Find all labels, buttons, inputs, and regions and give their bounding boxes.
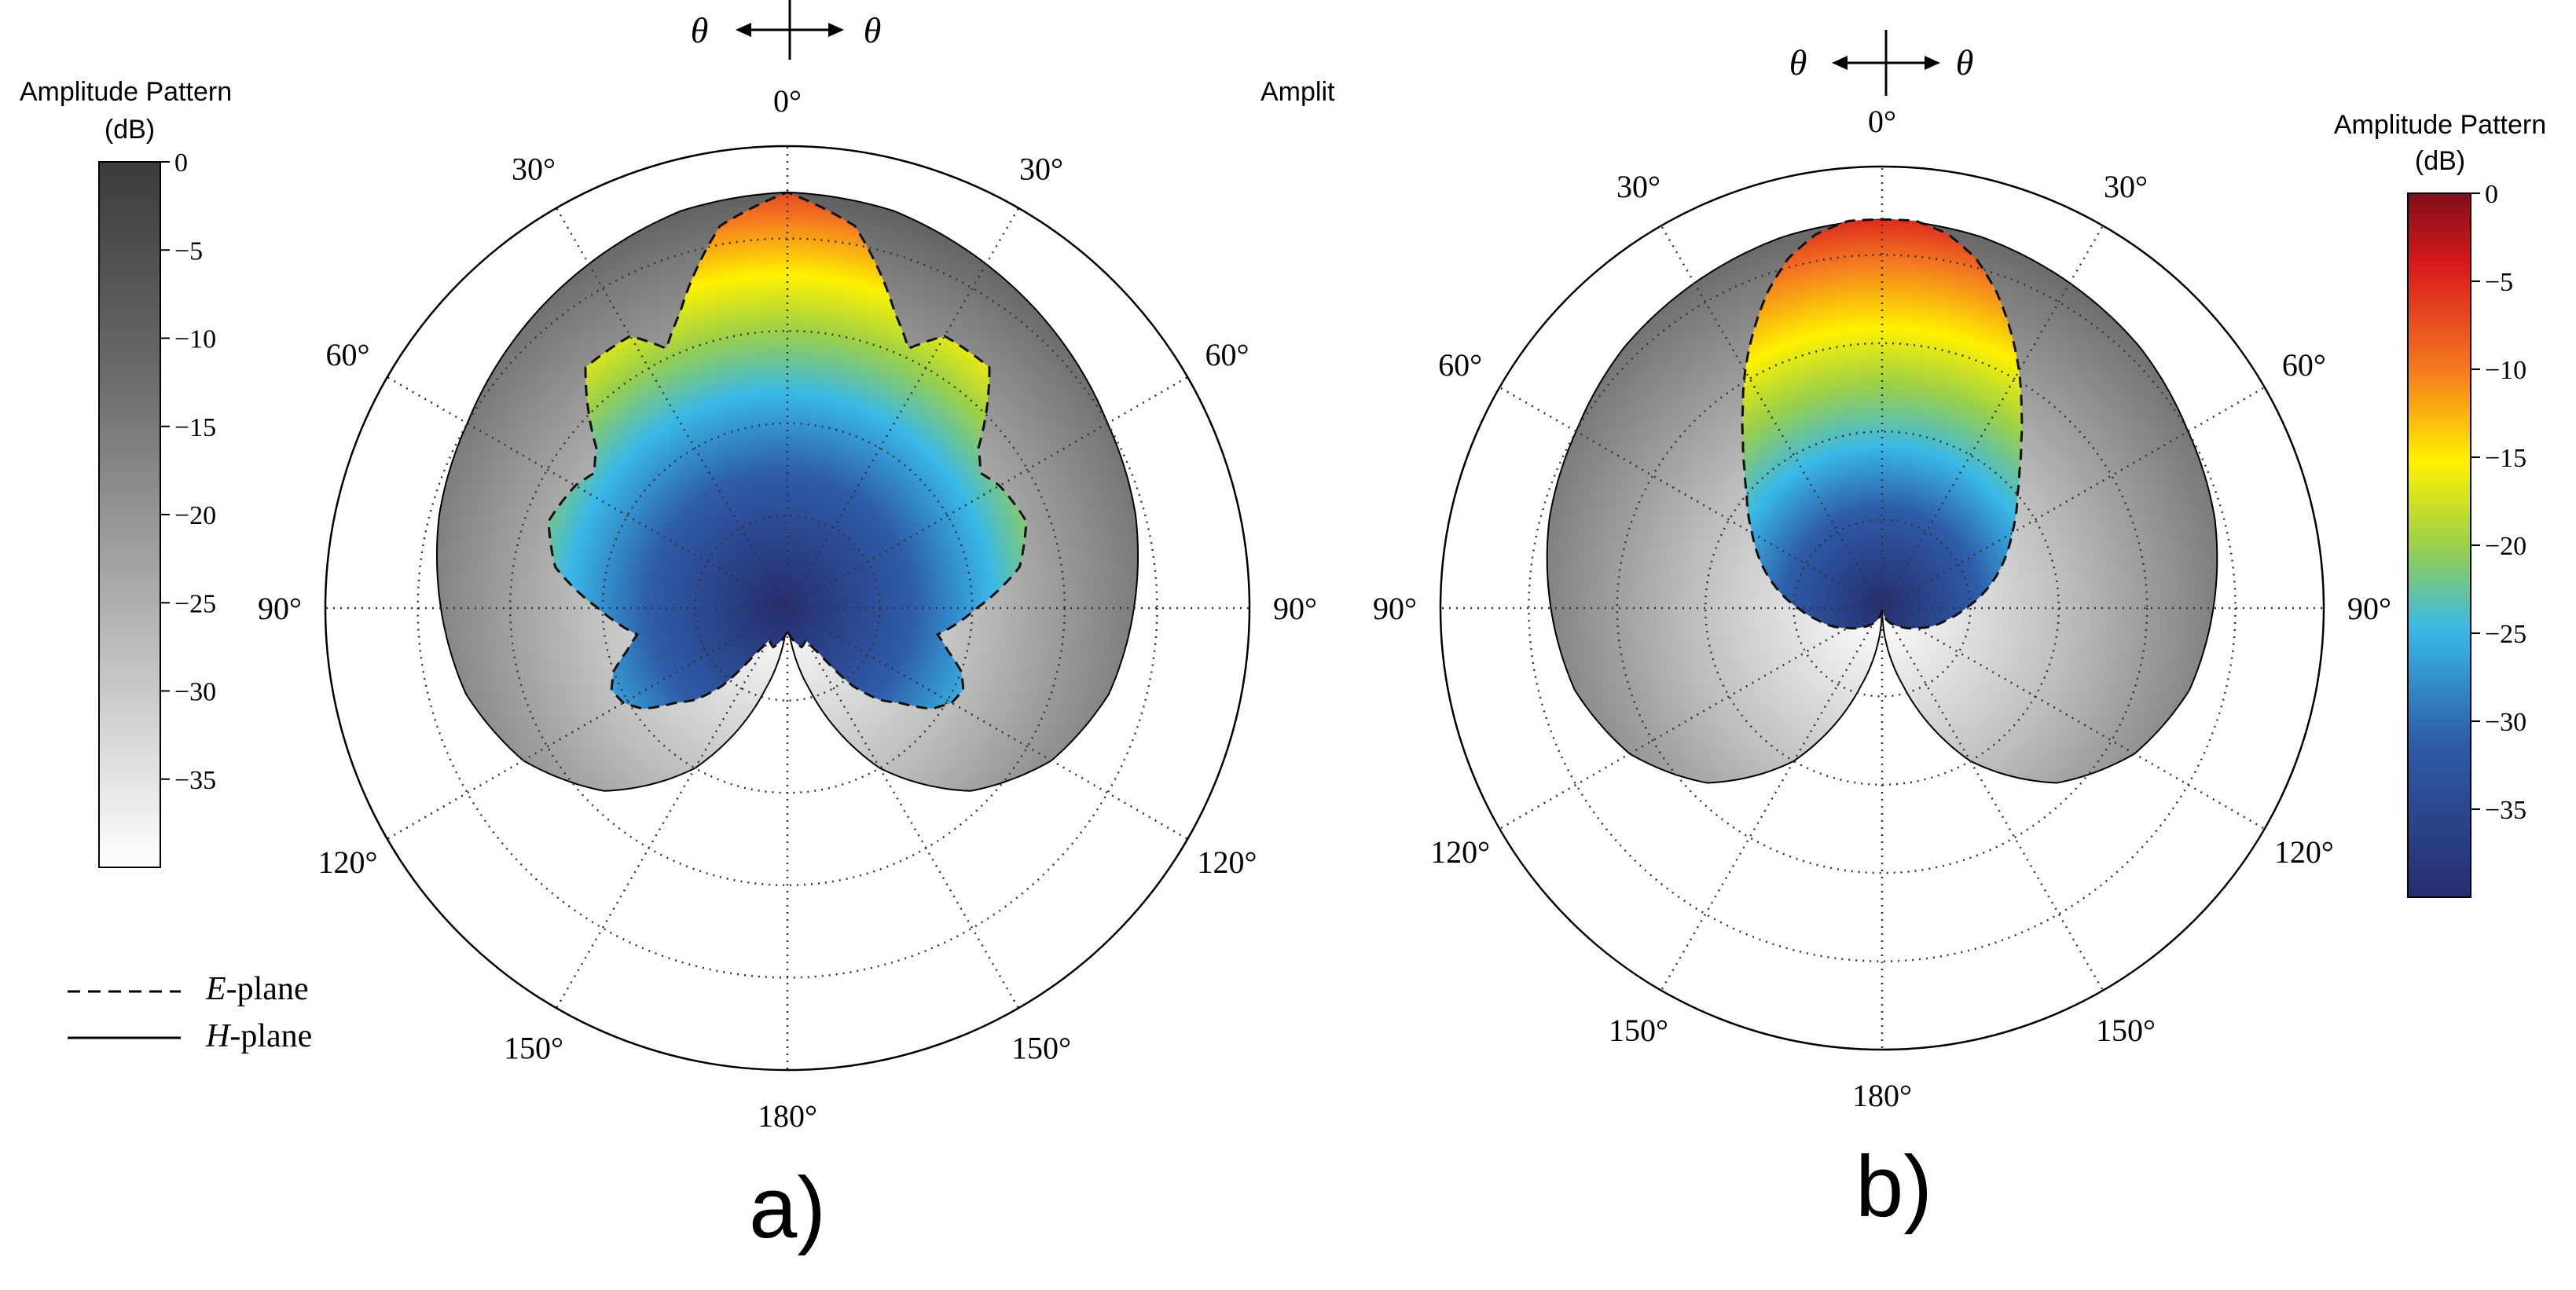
colorbar-a-title: Amplitude Pattern xyxy=(20,77,232,107)
polar-grid-circle xyxy=(416,237,1158,979)
angle-label: 0° xyxy=(773,83,802,119)
colorbar-tick-label: −10 xyxy=(174,325,216,354)
polar-plot-a: 0° 30° 60° 90° 120° 150° 180° 150° 120° 90° 60° 30° xyxy=(258,83,1317,1134)
clipped-colorbar-label: Amplit xyxy=(1260,77,1335,107)
colorbar-tick-label: −15 xyxy=(2485,444,2526,473)
colorbar-a xyxy=(98,161,161,868)
angle-label: 150° xyxy=(504,1030,563,1065)
polar-outer-circle xyxy=(1439,165,2325,1051)
polar-outer-circle xyxy=(324,145,1251,1072)
angle-label: 30° xyxy=(1616,169,1660,204)
angle-label: 60° xyxy=(2282,347,2326,383)
theta-a-left: θ xyxy=(691,10,709,50)
legend-h-plane-label: H-plane xyxy=(205,1018,312,1054)
angle-label: 120° xyxy=(2274,834,2334,870)
polar-grid-spoke xyxy=(1660,225,1884,609)
angle-label: 60° xyxy=(326,337,370,372)
panel-a: Amplitude Pattern (dB) 0 −5 −10 −15 −20 −25 −3… xyxy=(20,0,1335,1256)
angle-label: 90° xyxy=(258,591,302,626)
angle-label: 90° xyxy=(1373,591,1417,626)
angle-label: 0° xyxy=(1868,104,1896,139)
angle-label: 90° xyxy=(1273,591,1317,626)
angle-label: 30° xyxy=(1019,152,1063,187)
angle-label: 60° xyxy=(1438,347,1482,383)
angle-label: 30° xyxy=(512,152,556,187)
polar-grid-circle xyxy=(1793,519,1972,698)
angle-label: 180° xyxy=(1852,1078,1912,1113)
panel-label-a: a) xyxy=(749,1160,826,1256)
angle-label: 120° xyxy=(318,845,378,880)
theta-a-right: θ xyxy=(864,10,882,50)
colorbar-tick-label: −35 xyxy=(174,766,216,795)
colorbar-a-unit: (dB) xyxy=(105,115,155,145)
legend: E-plane H-plane xyxy=(68,971,312,1054)
colorbar-tick-label: −30 xyxy=(174,678,216,707)
theta-indicator-b: θ θ xyxy=(1789,30,1974,96)
colorbar-tick-label: −20 xyxy=(2485,532,2526,561)
polar-plot-b: 0° 30° 60° 90° 120° 150° 180° 150° 120° 90° 60° 30° xyxy=(1373,104,2391,1113)
colorbar-a-ticks: 0 −5 −10 −15 −20 −25 −30 −35 xyxy=(160,148,216,795)
panel-b: θ θ 0° 30° 60° 90° 120° 150° 180° 150° 120° 90° 60… xyxy=(1373,30,2546,1235)
colorbar-tick-label: −25 xyxy=(174,589,216,618)
legend-e-plane-label: E-plane xyxy=(205,971,309,1007)
e-plane-pattern xyxy=(547,191,1028,710)
colorbar-tick-label: −30 xyxy=(2485,708,2526,737)
polar-grid-circle xyxy=(1528,254,2237,962)
polar-grid-spoke xyxy=(1660,607,1884,991)
polar-grid-spoke xyxy=(1881,225,2104,609)
polar-grid-spoke xyxy=(1881,607,2104,991)
polar-grid-spoke xyxy=(1881,607,2266,830)
colorbar-tick-label: 0 xyxy=(174,148,188,178)
colorbar-tick-label: −10 xyxy=(2485,356,2526,385)
polar-grid-spoke xyxy=(1499,607,1883,830)
polar-grid-circle xyxy=(1704,430,2060,786)
colorbar-b xyxy=(2407,192,2471,898)
angle-label: 150° xyxy=(1011,1030,1071,1065)
colorbar-tick-label: −35 xyxy=(2485,796,2526,825)
angle-label: 150° xyxy=(1609,1013,1668,1048)
colorbar-tick-label: −5 xyxy=(2485,268,2513,297)
angle-label: 90° xyxy=(2347,591,2391,626)
angle-label: 120° xyxy=(1430,834,1490,870)
angle-label: 180° xyxy=(758,1098,817,1134)
theta-b-left: θ xyxy=(1789,42,1807,82)
angle-label: 150° xyxy=(2096,1013,2156,1048)
theta-indicator-a: θ θ xyxy=(691,0,882,60)
colorbar-tick-label: −15 xyxy=(174,413,216,442)
colorbar-b-ticks: 0 −5 −10 −15 −20 −25 −30 −35 xyxy=(2471,180,2526,825)
colorbar-tick-label: −20 xyxy=(174,501,216,530)
colorbar-b-title: Amplitude Pattern xyxy=(2334,110,2546,140)
theta-b-right: θ xyxy=(1956,42,1974,82)
angle-label: 30° xyxy=(2104,169,2148,204)
colorbar-tick-label: −25 xyxy=(2485,620,2526,649)
angle-label: 120° xyxy=(1197,845,1257,880)
panel-label-b: b) xyxy=(1855,1138,1932,1235)
polar-grid-spoke xyxy=(1499,386,1883,610)
polar-grid-spoke xyxy=(1881,386,2266,610)
angle-label: 60° xyxy=(1205,337,1249,372)
colorbar-tick-label: −5 xyxy=(174,236,203,266)
colorbar-b-unit: (dB) xyxy=(2415,146,2465,176)
colorbar-tick-label: 0 xyxy=(2485,180,2498,209)
